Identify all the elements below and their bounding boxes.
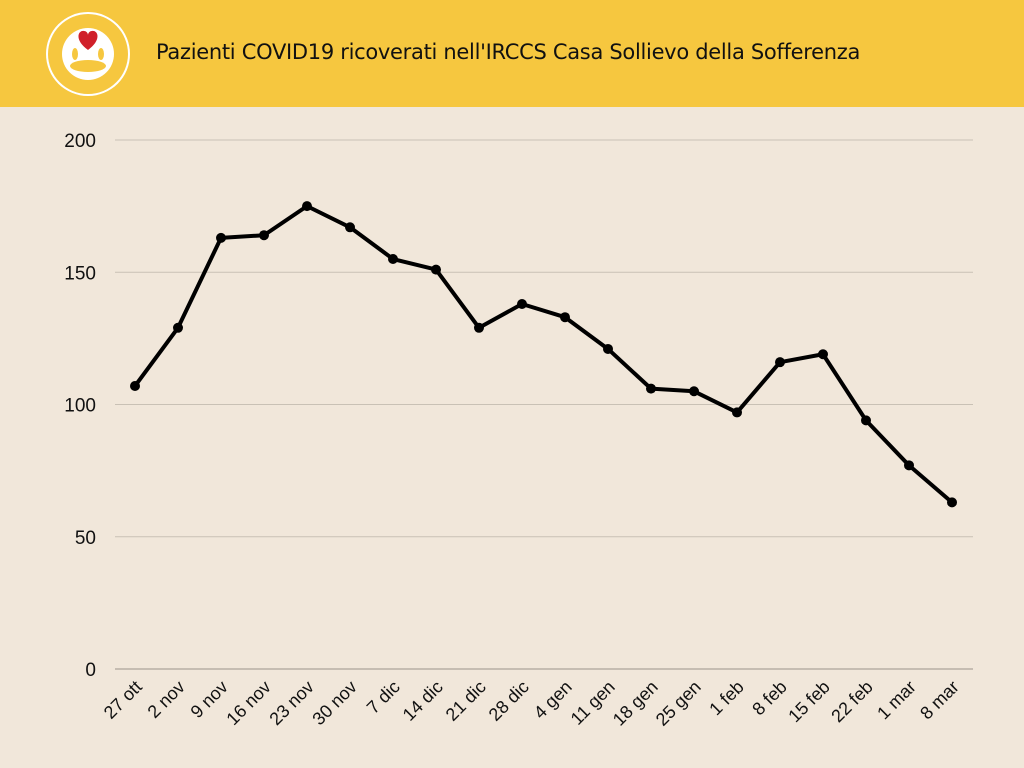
x-tick-label: 22 feb — [827, 677, 877, 727]
x-tick-label: 7 dic — [363, 677, 404, 718]
data-point — [216, 232, 226, 243]
y-tick-label: 150 — [64, 263, 96, 284]
data-point — [431, 264, 441, 275]
x-tick-label: 14 dic — [399, 677, 447, 725]
y-tick-label: 0 — [85, 660, 96, 681]
x-tick-label: 11 gen — [567, 677, 619, 729]
y-tick-label: 50 — [75, 528, 96, 549]
x-tick-label: 21 dic — [442, 677, 490, 725]
x-tick-label: 18 gen — [609, 677, 662, 730]
x-tick-label: 15 feb — [784, 677, 834, 727]
x-tick-label: 27 ott — [100, 677, 146, 723]
y-tick-label: 200 — [64, 131, 96, 152]
x-tick-label: 25 gen — [652, 677, 705, 730]
data-point — [646, 383, 656, 394]
data-point — [517, 298, 527, 309]
hospital-logo — [46, 12, 130, 96]
data-point — [302, 201, 312, 212]
header-bar: Pazienti COVID19 ricoverati nell'IRCCS C… — [0, 0, 1024, 107]
x-tick-label: 1 feb — [705, 677, 747, 719]
data-point — [345, 222, 355, 233]
data-point — [732, 407, 742, 418]
data-point — [474, 322, 484, 333]
chart-title: Pazienti COVID19 ricoverati nell'IRCCS C… — [156, 40, 861, 64]
data-point — [818, 349, 828, 360]
data-point — [904, 460, 914, 471]
data-point — [259, 230, 269, 241]
x-tick-label: 2 nov — [144, 677, 189, 722]
data-point — [388, 254, 398, 265]
data-point — [689, 386, 699, 397]
x-tick-label: 28 dic — [485, 677, 533, 725]
data-point — [947, 497, 957, 508]
x-tick-label: 1 mar — [873, 677, 920, 724]
x-tick-label: 8 mar — [916, 677, 963, 724]
x-tick-label: 23 nov — [265, 677, 317, 729]
data-point — [173, 322, 183, 333]
series-line — [133, 204, 954, 504]
data-point — [130, 380, 140, 391]
data-point — [775, 357, 785, 368]
x-tick-label: 16 nov — [222, 677, 274, 729]
data-point — [560, 312, 570, 323]
data-point — [603, 343, 613, 354]
x-tick-label: 30 nov — [308, 677, 360, 729]
data-point — [861, 415, 871, 426]
y-tick-label: 100 — [64, 396, 96, 417]
